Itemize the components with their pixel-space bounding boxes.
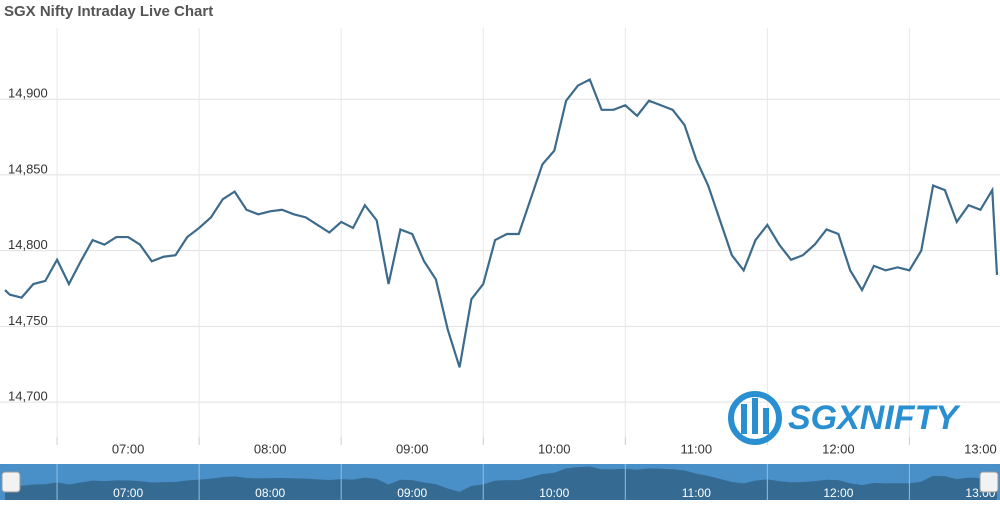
navigator-label: 10:00 bbox=[539, 486, 569, 500]
x-tick-label: 07:00 bbox=[112, 441, 145, 456]
navigator-label: 09:00 bbox=[397, 486, 427, 500]
navigator-label: 12:00 bbox=[823, 486, 853, 500]
x-tick-label: 08:00 bbox=[254, 441, 287, 456]
y-tick-label: 14,700 bbox=[8, 389, 48, 404]
y-tick-label: 14,800 bbox=[8, 237, 48, 252]
navigator-label: 07:00 bbox=[113, 486, 143, 500]
y-tick-label: 14,900 bbox=[8, 86, 48, 101]
logo-text: SGXNIFTY bbox=[788, 399, 961, 437]
x-tick-label: 11:00 bbox=[681, 441, 713, 456]
y-tick-label: 14,850 bbox=[8, 161, 48, 176]
x-tick-label: 09:00 bbox=[396, 441, 429, 456]
navigator-handle[interactable] bbox=[979, 471, 999, 493]
x-tick-label: 12:00 bbox=[822, 441, 855, 456]
navigator-handle[interactable] bbox=[1, 471, 21, 493]
line bbox=[4, 77, 999, 368]
x-tick-label: 13:00 bbox=[964, 441, 997, 456]
navigator-label: 11:00 bbox=[682, 486, 711, 500]
navigator-area bbox=[5, 466, 997, 500]
navigator-label: 08:00 bbox=[255, 486, 285, 500]
x-tick-label: 10:00 bbox=[538, 441, 571, 456]
logo: SGXNIFTY bbox=[728, 391, 961, 445]
y-tick-label: 14,750 bbox=[8, 313, 48, 328]
chart-title: SGX Nifty Intraday Live Chart bbox=[4, 3, 213, 20]
